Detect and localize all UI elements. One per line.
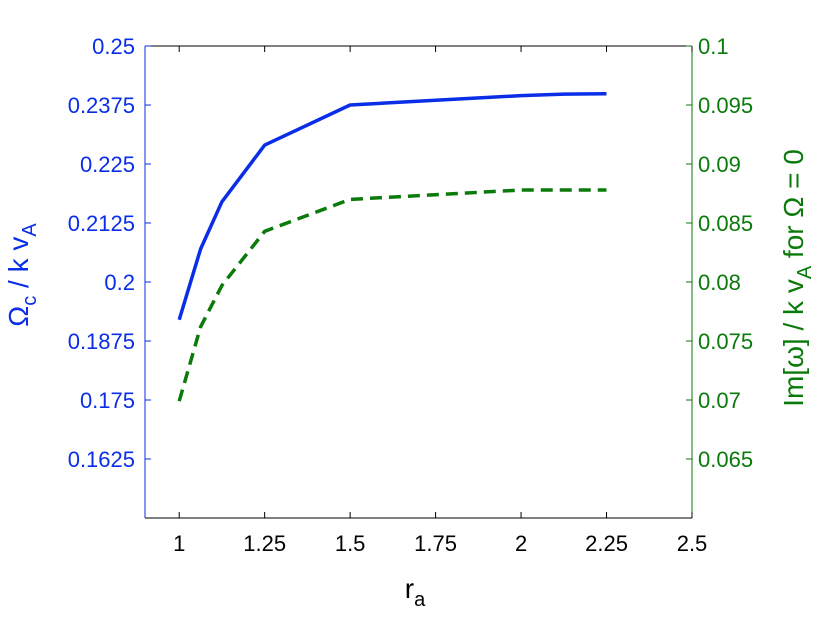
left-tick-label: 0.25 [92,34,135,59]
right-tick-label: 0.085 [698,211,753,236]
plot-frame [144,45,693,519]
left-tick-label: 0.2 [104,270,135,295]
right-tick-label: 0.09 [698,152,741,177]
left-tick-label: 0.1875 [68,329,135,354]
left-tick-label: 0.225 [80,152,135,177]
left-tick-label: 0.1625 [68,447,135,472]
right-tick-label: 0.08 [698,270,741,295]
x-tick-label: 2.25 [585,531,628,556]
x-tick-label: 2.5 [677,531,708,556]
ticks: 1 1.25 1.5 1.75 2 2.25 2.5 0.25 0.2375 0.225 0.212… [68,34,753,556]
right-tick-label: 0.065 [698,447,753,472]
x-tick-label: 1.75 [414,531,457,556]
left-tick-label: 0.175 [80,388,135,413]
x-axis-label: ra [405,573,426,611]
right-tick-label: 0.075 [698,329,753,354]
left-tick-label: 0.2375 [68,93,135,118]
series [177,91,607,402]
right-tick-label: 0.1 [698,34,729,59]
x-tick-label: 1.5 [335,531,366,556]
left-axis-label: Ωc / k vA [3,223,41,327]
right-axis-label: Im[ω] / k vA for Ω = 0 [778,149,816,407]
right-tick-label: 0.07 [698,388,741,413]
left-tick-label: 0.2125 [68,211,135,236]
x-tick-label: 2 [515,531,527,556]
x-tick-label: 1 [173,531,185,556]
series-line-im-omega [177,188,607,402]
series-line-omega-c [177,91,607,321]
right-tick-label: 0.095 [698,93,753,118]
x-tick-label: 1.25 [243,531,286,556]
